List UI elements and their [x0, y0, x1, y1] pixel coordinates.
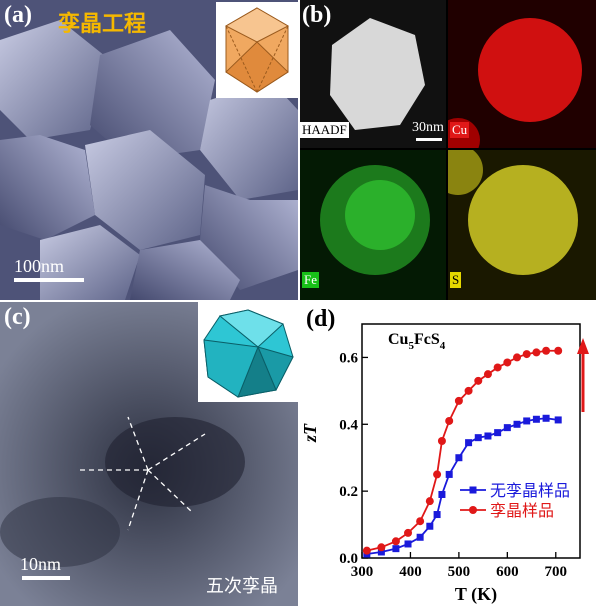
- data-point: [513, 420, 521, 428]
- panel-c-scalebar: [22, 576, 70, 580]
- fe-tag: Fe: [302, 272, 319, 288]
- data-point: [554, 346, 563, 355]
- x-tick-label: 400: [399, 564, 422, 580]
- data-point: [426, 522, 434, 530]
- increase-arrow: [577, 338, 589, 412]
- data-point: [438, 490, 446, 498]
- formula-label: Cu5FcS4: [388, 331, 446, 352]
- data-point: [391, 537, 400, 546]
- data-point: [433, 511, 441, 519]
- panel-c-label: (c): [4, 304, 31, 330]
- panel-d: (d) 300 400 500 600 700 0.0 0.2 0.4 0.6 Cu5FcS4 …: [300, 302, 596, 606]
- data-point: [437, 437, 446, 445]
- cu-tag: Cu: [450, 122, 470, 138]
- data-point: [474, 434, 482, 442]
- y-axis-label: zT: [300, 423, 320, 443]
- panel-a-scalebar: [14, 278, 84, 282]
- data-point: [542, 346, 551, 355]
- x-tick-label: 700: [545, 564, 568, 580]
- data-point: [416, 533, 424, 541]
- panel-c-scalebar-text: 10nm: [20, 554, 62, 574]
- data-point: [493, 363, 502, 372]
- data-point: [392, 545, 400, 553]
- s-map: [433, 145, 596, 300]
- data-point: [523, 417, 531, 425]
- y-tick-label: 0.4: [339, 417, 358, 433]
- panel-a-title: 孪晶工程: [58, 12, 147, 37]
- data-point: [404, 528, 413, 537]
- haadf-tag: HAADF: [300, 122, 349, 138]
- data-point: [503, 424, 511, 432]
- panel-c-caption: 五次孪晶: [206, 576, 278, 597]
- panel-a-scalebar-text: 100nm: [14, 256, 65, 276]
- data-point: [494, 429, 502, 437]
- y-tick-label: 0.2: [339, 484, 358, 500]
- icosahedron-inset: [216, 2, 298, 98]
- haadf-image: [300, 0, 446, 148]
- fe-map: [300, 150, 446, 300]
- panel-b-scalebar-text: 30nm: [412, 120, 444, 135]
- data-point: [433, 470, 442, 479]
- data-point: [404, 540, 412, 548]
- panel-a: (a) 孪晶工程 100nm: [0, 0, 298, 300]
- data-point: [484, 432, 492, 440]
- data-point: [522, 350, 531, 359]
- data-point: [416, 517, 425, 526]
- panel-c: (c) 10nm 五次孪晶: [0, 302, 298, 606]
- x-axis-label: T (K): [455, 584, 497, 605]
- data-point: [464, 386, 473, 395]
- data-point: [554, 416, 562, 424]
- data-point: [465, 439, 473, 447]
- data-point: [445, 416, 454, 425]
- x-tick-label: 500: [448, 564, 471, 580]
- data-point: [445, 470, 453, 478]
- decahedron-inset: [198, 302, 298, 402]
- data-point: [532, 415, 540, 423]
- data-point: [542, 414, 550, 422]
- panel-a-label: (a): [4, 2, 32, 28]
- y-tick-label: 0.6: [339, 350, 358, 366]
- data-point: [377, 543, 386, 552]
- cu-map: [436, 0, 596, 162]
- panel-d-label: (d): [306, 306, 336, 332]
- plot-frame: [361, 323, 581, 559]
- zt-chart: 300 400 500 600 700 0.0 0.2 0.4 0.6 Cu5FcS4 zT T…: [300, 323, 589, 605]
- data-point: [362, 546, 371, 555]
- y-tick-label: 0.0: [339, 551, 358, 567]
- s-tag: S: [450, 272, 462, 288]
- icosahedron-icon: [224, 7, 290, 93]
- legend-label: 孪晶样品: [490, 502, 554, 520]
- x-tick-label: 600: [496, 564, 519, 580]
- data-point: [377, 548, 385, 556]
- data-point: [513, 353, 522, 362]
- data-point: [425, 497, 434, 506]
- panel-b-label: (b): [302, 2, 332, 28]
- panel-b: (b) HAADF 30nm Cu Fe S: [300, 0, 596, 300]
- data-point: [532, 348, 541, 357]
- data-point: [455, 454, 463, 462]
- legend-marker: [469, 486, 477, 494]
- legend-marker: [469, 506, 477, 514]
- data-point: [454, 396, 463, 405]
- data-point: [474, 376, 483, 385]
- hrtem-image: [0, 302, 298, 606]
- x-tick-label: 300: [351, 564, 374, 580]
- decahedron-icon: [203, 309, 294, 398]
- data-point: [483, 370, 492, 379]
- data-point: [503, 358, 512, 367]
- panel-b-scalebar: [416, 138, 442, 141]
- legend-label: 无孪晶样品: [490, 482, 570, 500]
